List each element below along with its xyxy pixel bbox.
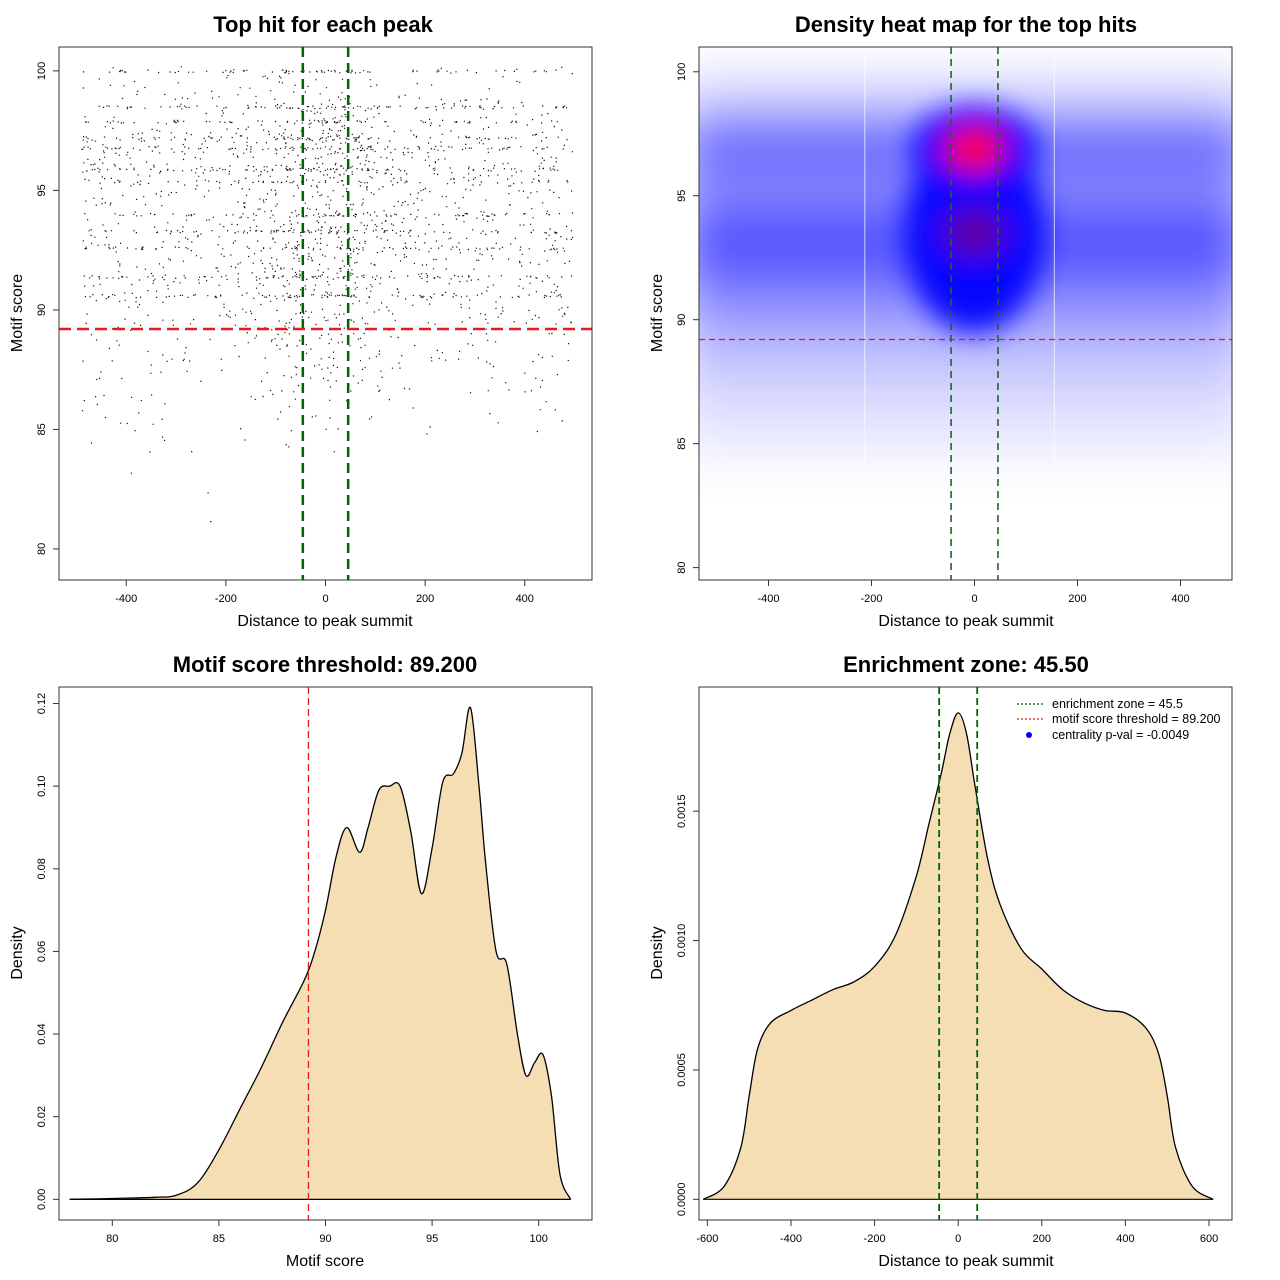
heatmap-xlabel: Distance to peak summit (878, 613, 1054, 630)
x-tick-label: -400 (115, 593, 137, 605)
score-density-x-axis: 80 85 90 95 100 (106, 1219, 548, 1245)
heatmap-hotspot (944, 126, 1005, 171)
y-tick-label: 100 (676, 63, 688, 81)
y-tick-label: 0.0015 (676, 794, 688, 828)
x-tick-label: 600 (1200, 1233, 1218, 1245)
score-density-xlabel: Motif score (286, 1253, 364, 1270)
x-tick-label: 400 (1116, 1233, 1134, 1245)
heatmap-ylabel: Motif score (649, 274, 666, 352)
x-tick-label: 200 (1033, 1233, 1051, 1245)
x-tick-label: -200 (861, 593, 883, 605)
panel-score-density: Motif score threshold: 89.200 Motif scor… (9, 652, 593, 1270)
y-tick-label: 0.08 (36, 858, 48, 879)
x-tick-label: -200 (215, 593, 237, 605)
legend-label-centrality: centrality p-val = -0.0049 (1052, 728, 1189, 742)
heatmap-core (904, 106, 1045, 333)
scatter-reference-lines (59, 47, 592, 580)
scatter-points (81, 66, 574, 523)
scatter-ylabel: Motif score (9, 274, 26, 352)
legend-swatch-centrality (1026, 732, 1032, 738)
y-tick-label: 95 (36, 184, 48, 196)
score-density-title: Motif score threshold: 89.200 (173, 652, 477, 677)
y-tick-label: 90 (36, 304, 48, 316)
score-density-area (69, 687, 572, 1220)
y-tick-label: 0.04 (36, 1023, 48, 1044)
x-tick-label: 200 (1068, 593, 1086, 605)
score-density-y-axis: 0.00 0.02 0.04 0.06 0.08 0.10 0.12 (36, 693, 60, 1210)
y-tick-label: 0.0005 (676, 1053, 688, 1087)
x-tick-label: 400 (1171, 593, 1189, 605)
y-tick-label: 80 (676, 561, 688, 573)
x-tick-label: -200 (864, 1233, 886, 1245)
x-tick-label: 0 (322, 593, 328, 605)
x-tick-label: 85 (213, 1233, 225, 1245)
y-tick-label: 85 (676, 438, 688, 450)
panel-distance-density: Enrichment zone: 45.50 Distance to peak … (649, 652, 1233, 1270)
y-tick-label: 0.00 (36, 1189, 48, 1210)
y-tick-label: 0.12 (36, 693, 48, 714)
y-tick-label: 0.0000 (676, 1182, 688, 1216)
x-tick-label: 200 (416, 593, 434, 605)
legend-label-motif-threshold: motif score threshold = 89.200 (1052, 712, 1221, 726)
scatter-point-cloud (81, 66, 574, 523)
y-tick-label: 0.0010 (676, 924, 688, 958)
scatter-plot-frame (58, 46, 593, 581)
density-fill (703, 712, 1214, 1200)
heatmap-secondary-hotspot (944, 210, 1005, 255)
scatter-x-axis: -400 -200 0 200 400 (115, 579, 534, 605)
y-tick-label: 0.10 (36, 775, 48, 796)
x-tick-label: -400 (758, 593, 780, 605)
x-tick-label: 0 (955, 1233, 961, 1245)
x-tick-label: -600 (696, 1233, 718, 1245)
y-tick-label: 0.06 (36, 941, 48, 962)
x-tick-label: 90 (319, 1233, 331, 1245)
distance-density-ylabel: Density (649, 926, 666, 979)
heatmap-title: Density heat map for the top hits (795, 12, 1137, 37)
x-tick-label: 0 (971, 593, 977, 605)
y-tick-label: 85 (36, 423, 48, 435)
distance-density-legend: enrichment zone = 45.5 motif score thres… (1017, 697, 1221, 742)
x-tick-label: 100 (530, 1233, 548, 1245)
y-tick-label: 100 (36, 62, 48, 80)
scatter-title: Top hit for each peak (213, 12, 433, 37)
heatmap-density (699, 47, 1232, 580)
panel-scatter: Top hit for each peak Distance to peak s… (9, 12, 593, 630)
heatmap-band (699, 81, 1232, 112)
heatmap-band (699, 359, 1232, 404)
x-tick-label: 95 (426, 1233, 438, 1245)
x-tick-label: 80 (106, 1233, 118, 1245)
distance-density-title: Enrichment zone: 45.50 (843, 652, 1089, 677)
y-tick-label: 95 (676, 190, 688, 202)
heatmap-band (699, 408, 1232, 454)
scatter-y-axis: 80 85 90 95 100 (36, 62, 60, 555)
heatmap-y-axis: 80 85 90 95 100 (676, 63, 700, 574)
distance-density-y-axis: 0.0000 0.0005 0.0010 0.0015 (676, 794, 700, 1216)
scatter-xlabel: Distance to peak summit (237, 613, 413, 630)
heatmap-x-axis: -400 -200 0 200 400 (758, 579, 1190, 605)
distance-density-xlabel: Distance to peak summit (878, 1253, 1054, 1270)
heatmap-reference-lines (699, 47, 1232, 580)
y-tick-label: 80 (36, 543, 48, 555)
density-curve (702, 712, 1214, 1200)
x-tick-label: 400 (516, 593, 534, 605)
score-density-ylabel: Density (9, 926, 26, 979)
panel-heatmap: Density heat map for the top hits Distan… (649, 12, 1233, 630)
x-tick-label: -400 (780, 1233, 802, 1245)
distance-density-x-axis: -600 -400 -200 0 200 400 600 (696, 1219, 1218, 1245)
y-tick-label: 90 (676, 314, 688, 326)
y-tick-label: 0.02 (36, 1106, 48, 1127)
density-fill (69, 707, 571, 1200)
density-curve (69, 706, 572, 1200)
legend-label-enrichment-zone: enrichment zone = 45.5 (1052, 697, 1183, 711)
distance-density-area (702, 687, 1214, 1220)
